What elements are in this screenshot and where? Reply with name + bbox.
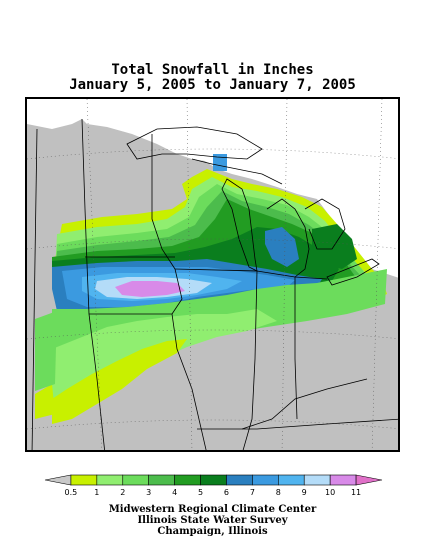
legend-tick-label: 5: [198, 488, 203, 497]
legend-swatch: [226, 474, 253, 486]
credit-line-1: Midwestern Regional Climate Center: [108, 504, 317, 515]
map-title-line-2: January 5, 2005 to January 7, 2005: [69, 77, 356, 93]
legend-tick-label: 2: [120, 488, 125, 497]
legend-tick-label: 0.5: [65, 488, 78, 497]
legend-swatch: [303, 474, 331, 486]
state-boundaries: [31, 118, 398, 450]
legend-swatch: [174, 474, 201, 486]
snow-band-south-0-5b: [35, 384, 55, 419]
snowfall-map: [25, 97, 400, 452]
legend-tick-label: 8: [276, 488, 281, 497]
legend-swatch: [278, 474, 305, 486]
credit-line-3: Champaign, Illinois: [157, 526, 268, 537]
legend-tick-label: 1: [94, 488, 99, 497]
legend-tick-label: 9: [302, 488, 307, 497]
no-data-left-corner: [27, 99, 72, 121]
legend-swatch: [355, 474, 383, 486]
legend-swatch: [252, 474, 279, 486]
legend-swatch: [200, 474, 227, 486]
snow-band-south-0-5: [52, 339, 187, 424]
legend-tick-label: 11: [351, 488, 361, 497]
color-legend: 0.5 1 2 3 4 5 6 7 8 9 10 11: [44, 474, 383, 497]
legend-swatch: [122, 474, 149, 486]
snow-band-7-upper-peninsula: [213, 154, 227, 171]
no-data-region: [27, 99, 398, 278]
legend-tick-label: 6: [224, 488, 229, 497]
legend-tick-label: 10: [325, 488, 335, 497]
legend-tick-label: 4: [172, 488, 177, 497]
graticule: [27, 99, 398, 450]
legend-swatch: [329, 474, 357, 486]
snow-band-10: [115, 281, 185, 297]
legend-tick-label: 3: [146, 488, 151, 497]
legend-swatch: [70, 474, 98, 486]
snow-band-6-michigan: [265, 227, 299, 267]
legend-swatch: [96, 474, 124, 486]
snowfall-map-canvas: [27, 99, 398, 450]
legend-tick-label: 7: [250, 488, 255, 497]
snow-band-south-2: [52, 269, 387, 409]
map-title-line-1: Total Snowfall in Inches: [111, 62, 314, 78]
legend-swatch: [148, 474, 175, 486]
snow-band-south-green-left: [35, 311, 57, 391]
snow-band-5-east: [312, 224, 357, 269]
credit-line-2: Illinois State Water Survey: [137, 515, 288, 526]
legend-swatch: [44, 474, 72, 486]
